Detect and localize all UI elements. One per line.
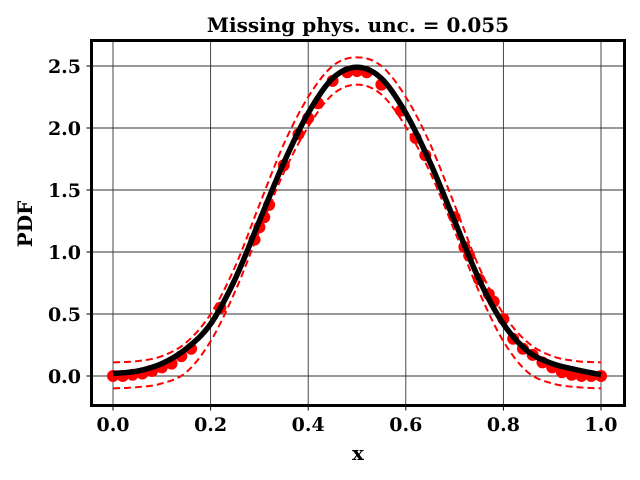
uncertainty-band-line	[112, 83, 602, 390]
x-tick-label: 0.0	[96, 414, 129, 436]
y-tick-label: 0.0	[48, 366, 81, 388]
y-axis-label: PDF	[13, 201, 37, 248]
plot-area	[107, 56, 607, 390]
x-tick-label: 0.4	[292, 414, 325, 436]
x-axis-label: x	[352, 441, 365, 465]
y-tick-label: 1.5	[48, 180, 81, 202]
x-tick-label: 0.2	[194, 414, 227, 436]
y-tick-label: 0.5	[48, 304, 81, 326]
x-tick-label: 1.0	[584, 414, 617, 436]
x-axis-ticks: 0.0 0.2 0.4 0.6 0.8 1.0	[96, 405, 618, 436]
axes-frame	[90, 39, 626, 407]
chart-title: Missing phys. unc. = 0.055	[207, 13, 509, 37]
uncertainty-band-line	[112, 56, 602, 364]
x-tick-label: 0.8	[487, 414, 520, 436]
y-tick-label: 2.5	[48, 56, 81, 78]
y-tick-label: 1.0	[48, 242, 81, 264]
model-curve	[112, 64, 602, 378]
y-axis-ticks: 0.0 0.5 1.0 1.5 2.0 2.5	[48, 56, 92, 388]
x-tick-label: 0.6	[389, 414, 422, 436]
y-tick-label: 2.0	[48, 118, 81, 140]
